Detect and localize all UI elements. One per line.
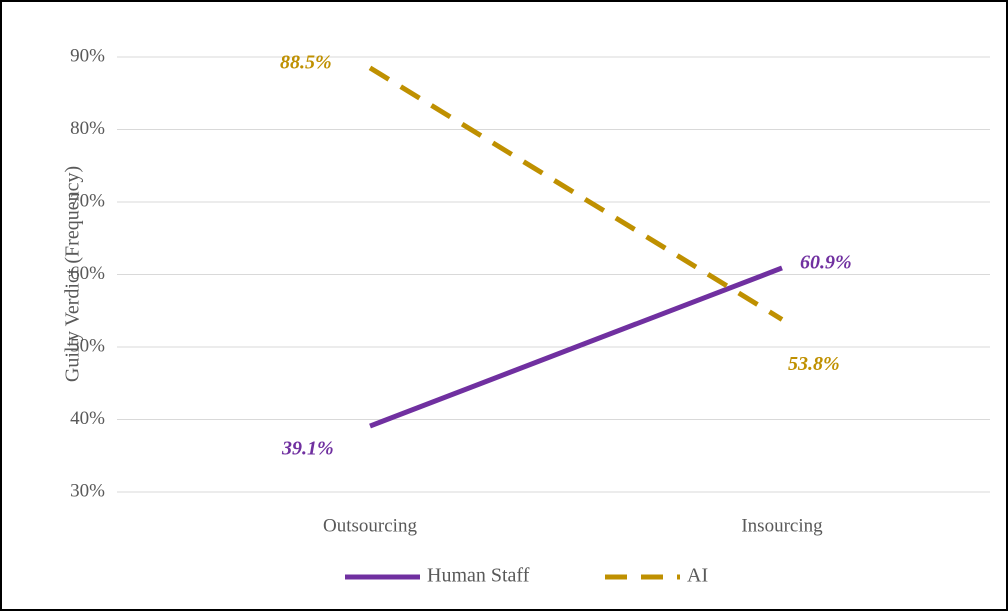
- data-label: 39.1%: [281, 438, 334, 460]
- legend: Human Staff AI: [345, 565, 708, 587]
- data-label: 60.9%: [800, 252, 852, 274]
- y-tick-label: 90%: [70, 45, 105, 66]
- y-axis-ticks: 30% 40% 50% 60% 70% 80% 90%: [70, 45, 105, 501]
- x-axis-ticks: Outsourcing Insourcing: [323, 515, 823, 536]
- series-line-human-staff: [369, 265, 783, 429]
- data-labels: 39.1% 60.9% 88.5% 53.8%: [280, 51, 852, 459]
- series-lines: [368, 65, 784, 429]
- gridlines: [117, 56, 990, 493]
- legend-label: AI: [687, 565, 708, 587]
- x-tick-label: Outsourcing: [323, 515, 417, 536]
- y-tick-label: 80%: [70, 118, 105, 139]
- x-tick-label: Insourcing: [741, 515, 823, 536]
- series-line-ai: [368, 65, 784, 322]
- y-tick-label: 30%: [70, 480, 105, 501]
- y-tick-label: 40%: [70, 408, 105, 429]
- y-tick-label: 50%: [70, 335, 105, 356]
- y-tick-label: 60%: [70, 263, 105, 284]
- legend-label: Human Staff: [427, 565, 530, 587]
- data-label: 88.5%: [280, 51, 332, 73]
- data-label: 53.8%: [788, 353, 840, 375]
- y-axis-title: Guilty Verdict (Frequency): [62, 166, 84, 382]
- y-tick-label: 70%: [70, 190, 105, 211]
